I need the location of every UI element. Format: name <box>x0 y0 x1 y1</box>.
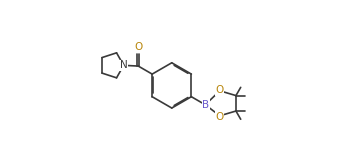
Text: N: N <box>120 60 128 70</box>
Text: O: O <box>216 112 224 121</box>
Text: O: O <box>216 85 224 95</box>
Text: O: O <box>134 42 142 52</box>
Text: B: B <box>203 100 209 110</box>
